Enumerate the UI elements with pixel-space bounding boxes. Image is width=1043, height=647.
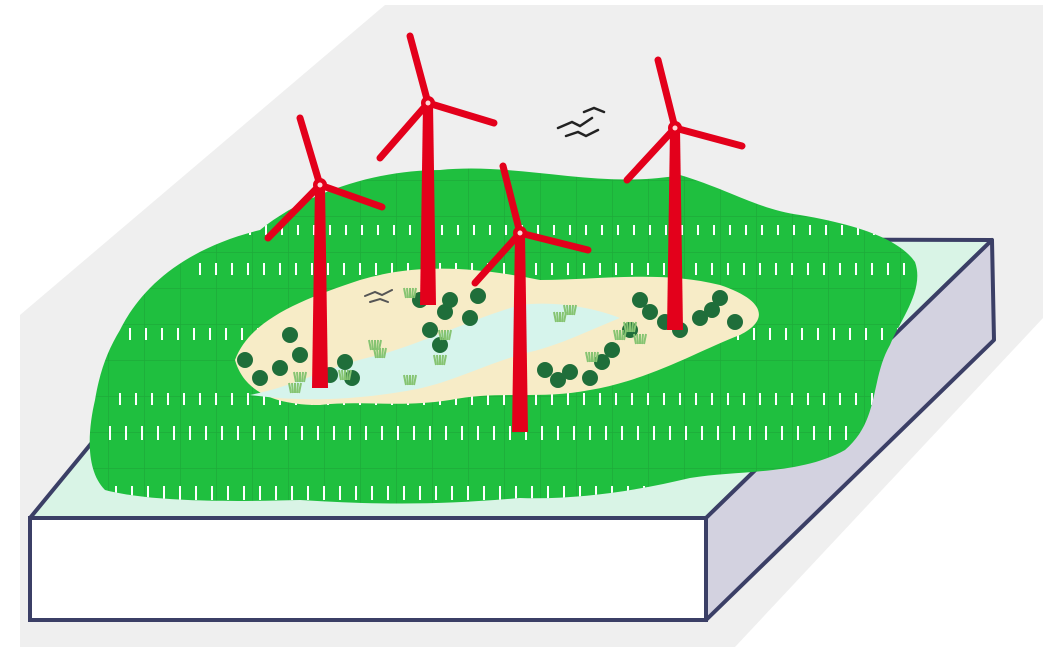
grass-tuft-icon xyxy=(373,347,387,359)
tree-icon xyxy=(604,342,620,358)
shrub-group xyxy=(237,288,743,388)
tree-icon xyxy=(562,364,578,380)
grass-tuft-icon xyxy=(633,333,647,345)
bird-icon xyxy=(364,289,393,303)
tree-icon xyxy=(692,310,708,326)
grass-tuft-icon xyxy=(623,321,637,333)
tree-icon xyxy=(594,354,610,370)
grass-tuft-icon xyxy=(288,382,302,394)
tree-icon xyxy=(282,327,298,343)
grass-tuft-icon xyxy=(585,351,599,363)
tree-icon xyxy=(462,310,478,326)
tree-icon xyxy=(237,352,253,368)
grass-tuft-icon xyxy=(403,374,417,386)
wind-turbine-icon xyxy=(623,56,746,330)
tree-icon xyxy=(470,288,486,304)
grass-tuft-icon xyxy=(293,371,307,383)
tree-icon xyxy=(432,337,448,353)
wind-turbine-icon xyxy=(471,162,592,432)
tree-icon xyxy=(252,370,268,386)
grass-tuft-icon xyxy=(438,329,452,341)
tree-icon xyxy=(537,362,553,378)
tree-icon xyxy=(704,302,720,318)
tree-icon xyxy=(422,322,438,338)
bird-icon xyxy=(556,106,606,138)
wind-turbine-group xyxy=(264,32,746,432)
wind-turbine-icon xyxy=(264,114,386,388)
tree-icon xyxy=(337,354,353,370)
grass-tuft-icon xyxy=(338,369,352,381)
wind-turbine-icon xyxy=(376,32,498,305)
tree-icon xyxy=(550,372,566,388)
grass-tuft-icon xyxy=(403,287,417,299)
tree-icon xyxy=(437,304,453,320)
tree-icon xyxy=(712,290,728,306)
tree-icon xyxy=(727,314,743,330)
block-front-face xyxy=(28,516,708,622)
grass-tuft-icon xyxy=(433,354,447,366)
tree-icon xyxy=(632,292,648,308)
tree-icon xyxy=(292,347,308,363)
reed-group xyxy=(288,287,647,394)
tree-icon xyxy=(442,292,458,308)
tree-icon xyxy=(642,304,658,320)
tree-icon xyxy=(582,370,598,386)
grass-tuft-icon xyxy=(563,304,577,316)
tree-icon xyxy=(272,360,288,376)
